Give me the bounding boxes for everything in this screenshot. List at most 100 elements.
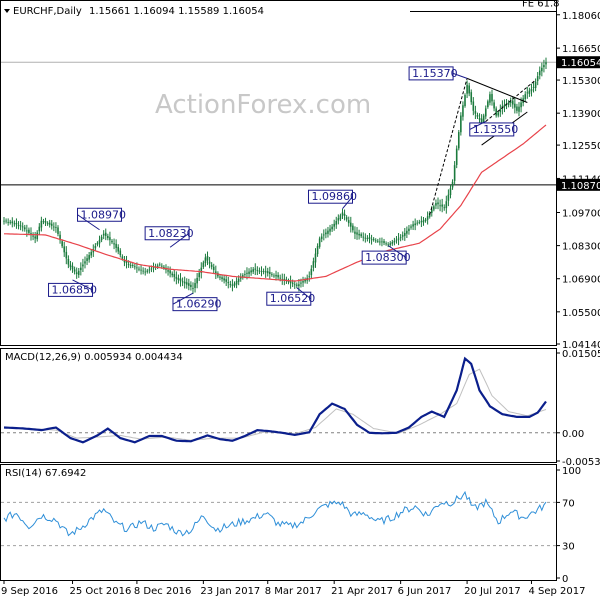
price-y-tick-label: 1.18060 — [562, 11, 600, 22]
price-y-tick-label: 1.09700 — [562, 208, 600, 219]
candle-body — [235, 281, 238, 285]
candle-body — [424, 219, 427, 221]
candle-body — [192, 288, 194, 289]
candle-body — [15, 222, 18, 225]
candle-body — [372, 238, 375, 240]
candle-body — [138, 268, 140, 270]
candle-body — [406, 230, 408, 234]
candle-body — [73, 269, 76, 272]
candle-body — [11, 221, 14, 224]
candle-body — [320, 236, 323, 239]
candle-body — [312, 261, 315, 268]
candle-body — [61, 241, 63, 247]
candle-body — [518, 106, 520, 112]
support-level-tag — [557, 178, 600, 191]
candle-body — [115, 243, 117, 248]
candle-body — [117, 246, 120, 252]
macd-line — [3, 356, 547, 444]
candle-body — [430, 209, 433, 213]
price-panel: 1.180601.166501.153001.139001.125501.111… — [1, 0, 600, 351]
candle-body — [302, 281, 304, 283]
candle-body — [246, 272, 248, 274]
candle-body — [449, 188, 452, 196]
candle-body — [403, 232, 406, 236]
candle-body — [300, 282, 302, 284]
candle-body — [474, 111, 477, 114]
candle-body — [210, 264, 213, 267]
candle-body — [530, 88, 533, 92]
candle-body — [545, 62, 547, 65]
candle-body — [142, 270, 144, 272]
candle-body — [34, 236, 36, 239]
candle-body — [181, 281, 184, 283]
candle-body — [383, 241, 385, 244]
candle-body — [364, 237, 367, 239]
candle-body — [264, 271, 267, 273]
macd-panel-frame — [0, 348, 557, 463]
candle-body — [387, 244, 389, 246]
symbol-timeframe: EURCHF,Daily — [13, 6, 82, 17]
x-tick-label: 8 Mar 2017 — [265, 586, 322, 597]
candle-body — [511, 100, 514, 105]
chart-header: EURCHF,Daily 1.15661 1.16094 1.15589 1.1… — [4, 6, 264, 17]
candle-body — [150, 268, 153, 270]
rsi-line — [3, 490, 547, 537]
candle-body — [144, 271, 147, 273]
pattern-upper-line — [466, 77, 528, 103]
candle-body — [119, 250, 122, 256]
candle-body — [339, 215, 342, 220]
candle-body — [36, 232, 39, 240]
candle-body — [408, 228, 410, 232]
candle-body — [140, 269, 142, 271]
candle-body — [325, 232, 327, 235]
candle-body — [177, 278, 180, 280]
candle-body — [131, 265, 134, 266]
candle-body — [476, 114, 479, 117]
candle-body — [368, 237, 371, 239]
rsi-y-tick-label: 30 — [562, 542, 575, 553]
candle-body — [412, 224, 414, 227]
candle-body — [354, 231, 356, 234]
moving-average-line — [4, 124, 547, 282]
candle-body — [399, 237, 402, 239]
candle-body — [397, 238, 400, 240]
macd-y-tick-label: -0.005321 — [562, 457, 600, 468]
price-y-tick-label: 1.06900 — [562, 275, 600, 286]
candle-body — [466, 84, 468, 94]
candle-body — [360, 234, 362, 237]
candle-body — [435, 203, 437, 206]
candle-body — [393, 240, 396, 243]
candle-body — [173, 274, 176, 277]
candle-body — [55, 227, 57, 228]
candle-body — [323, 234, 325, 236]
candle-body — [422, 220, 425, 223]
candle-body — [439, 205, 441, 207]
annotation-leader — [387, 245, 407, 259]
annotation-leader — [169, 232, 190, 248]
candle-body — [291, 282, 294, 284]
candle-body — [374, 240, 377, 242]
candle-body — [53, 226, 55, 228]
candle-body — [113, 243, 115, 245]
candle-body — [32, 235, 34, 237]
candle-body — [310, 268, 313, 276]
candle-body — [304, 279, 306, 282]
price-y-tick-label: 1.04140 — [562, 340, 600, 351]
candle-body — [308, 276, 311, 278]
candle-body — [451, 181, 454, 188]
candle-body — [470, 92, 473, 103]
rsi-y-tick-label: 70 — [562, 498, 575, 509]
candle-body — [420, 221, 423, 223]
candle-body — [271, 274, 273, 276]
candle-body — [497, 112, 500, 116]
candle-body — [98, 239, 101, 244]
candle-body — [453, 165, 456, 181]
candle-body — [19, 225, 22, 227]
candles — [3, 57, 547, 295]
candle-body — [161, 265, 163, 267]
candle-body — [90, 252, 93, 256]
candle-body — [212, 266, 215, 271]
candle-body — [185, 282, 188, 285]
candle-body — [158, 264, 161, 266]
